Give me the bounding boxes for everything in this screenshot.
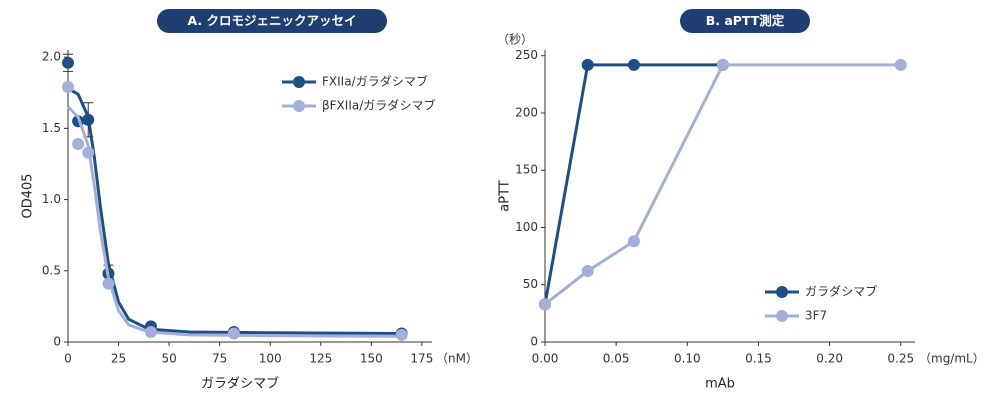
- legend-marker: [293, 100, 305, 112]
- x-axis-label: mAb: [705, 377, 735, 392]
- point: [62, 81, 74, 94]
- legend-label: FXIIa/ガラダシマブ: [322, 74, 428, 89]
- x-tick-label: 0.00: [532, 352, 559, 366]
- y-axis-label: aPTT: [498, 180, 513, 212]
- line: [543, 63, 723, 305]
- x-tick-label: 0: [64, 352, 72, 366]
- x-axis-label: ガラダシマブ: [201, 376, 279, 392]
- x-tick-label: 50: [161, 352, 176, 366]
- y-tick-label: 0: [53, 335, 61, 349]
- legend-label: 3F7: [805, 309, 827, 323]
- x-tick-label: 0.05: [603, 352, 630, 366]
- y-tick-label: 100: [515, 220, 538, 234]
- x-tick-label: 0.10: [674, 352, 701, 366]
- legend-marker: [776, 310, 788, 322]
- y-tick-label: 150: [515, 163, 538, 177]
- y-tick-label: 1.0: [42, 192, 61, 206]
- x-tick-label: 75: [212, 352, 227, 366]
- line: [544, 63, 901, 306]
- y-tick-label: 0: [530, 335, 538, 349]
- y-tick-label: 200: [515, 105, 538, 119]
- legend-marker: [293, 76, 305, 88]
- legend-marker: [776, 286, 788, 298]
- point: [894, 58, 907, 71]
- y-tick-label: 2.0: [42, 50, 61, 64]
- fit-curve: [67, 87, 402, 335]
- x-unit: （nM）: [436, 352, 478, 366]
- y-tick-label: 50: [523, 277, 538, 291]
- x-tick-label: 100: [259, 352, 282, 366]
- y-axis-label: OD405: [21, 173, 36, 218]
- point: [82, 146, 95, 159]
- point: [144, 326, 157, 339]
- chart-title: A. クロモジェニックアッセイ: [187, 13, 356, 28]
- x-tick-label: 0.20: [816, 352, 843, 366]
- point: [627, 58, 640, 71]
- x-tick-label: 150: [360, 352, 383, 366]
- chart-title: B. aPTT測定: [706, 13, 785, 28]
- title-banner: [157, 9, 387, 33]
- y-tick-label: 0.5: [42, 263, 61, 277]
- legend-label: βFXIIa/ガラダシマブ: [322, 98, 436, 113]
- y-unit: （秒）: [497, 33, 533, 47]
- y-tick-label: 1.5: [42, 121, 61, 135]
- fit-curve: [66, 105, 402, 338]
- point: [716, 58, 729, 71]
- title-banner: [680, 9, 810, 33]
- point: [581, 58, 594, 71]
- point: [539, 298, 551, 311]
- point: [627, 235, 640, 248]
- point: [72, 138, 85, 151]
- x-tick-label: 0.25: [887, 352, 914, 366]
- x-unit: （mg/mL）: [919, 352, 985, 366]
- point: [82, 113, 95, 126]
- point: [62, 56, 74, 69]
- point: [227, 327, 240, 340]
- point: [102, 277, 115, 290]
- x-tick-label: 0.15: [745, 352, 772, 366]
- x-tick-label: 25: [111, 352, 126, 366]
- legend-label: ガラダシマブ: [805, 284, 877, 299]
- x-tick-label: 175: [410, 352, 433, 366]
- point: [581, 265, 594, 278]
- y-tick-label: 250: [515, 48, 538, 62]
- point: [395, 328, 408, 341]
- x-tick-label: 125: [309, 352, 332, 366]
